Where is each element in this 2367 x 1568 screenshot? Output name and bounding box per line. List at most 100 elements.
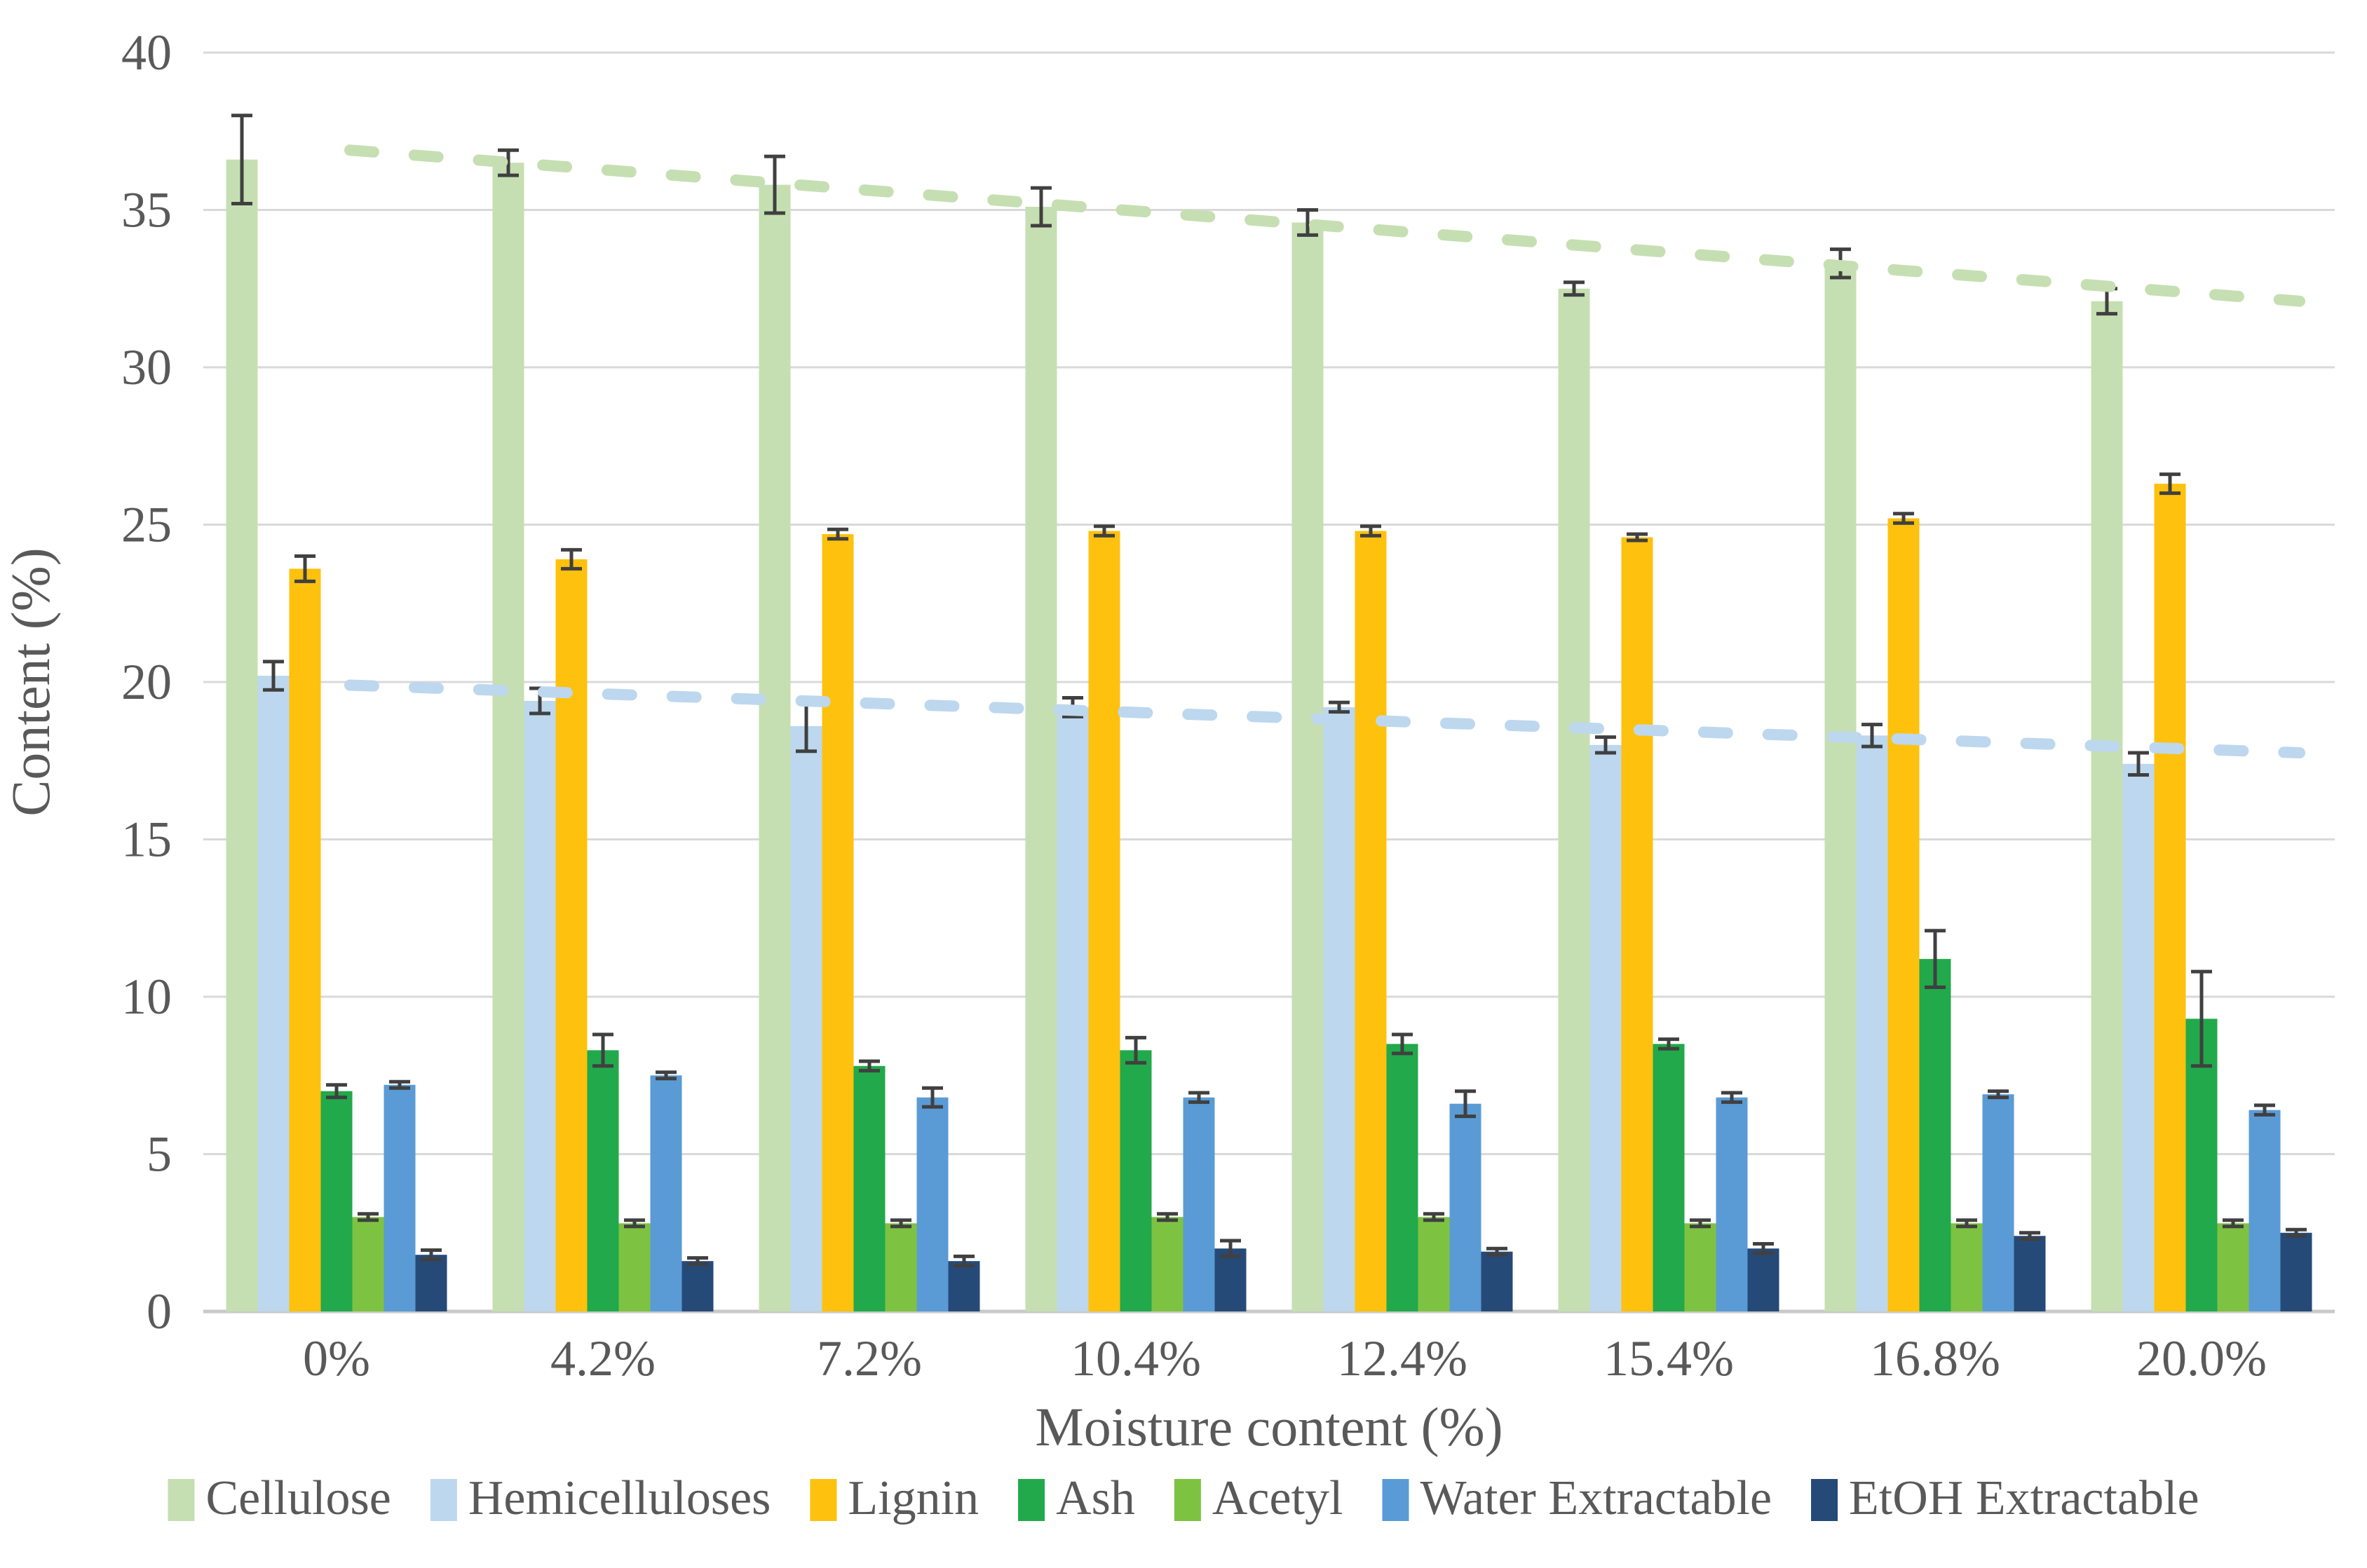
y-tick-label-35: 35 — [121, 182, 172, 238]
bar-lignin-12-4 — [1355, 531, 1387, 1311]
bar-ash-10-4 — [1120, 1050, 1152, 1311]
error-bars — [231, 114, 2307, 1268]
error-bar-water-extractable-0 — [389, 1079, 410, 1090]
error-bar-ash-12-4 — [1392, 1032, 1413, 1056]
error-bar-lignin-16-8 — [1893, 512, 1914, 525]
error-bar-acetyl-0 — [358, 1212, 379, 1222]
bar-etoh-extractable-10-4 — [1214, 1248, 1247, 1311]
bar-acetyl-12-4 — [1418, 1217, 1450, 1311]
legend-label-etoh-extractable: EtOH Extractable — [1849, 1471, 2199, 1525]
bar-series-groups — [226, 159, 2312, 1312]
error-bar-ash-20-0 — [2191, 969, 2212, 1068]
error-bar-acetyl-12-4 — [1423, 1212, 1444, 1222]
bar-ash-4-2 — [587, 1050, 619, 1311]
x-category-label-0: 0% — [303, 1330, 370, 1386]
legend-label-acetyl: Acetyl — [1212, 1471, 1343, 1525]
legend-swatch-cellulose — [168, 1479, 195, 1521]
x-axis-title: Moisture content (%) — [1035, 1396, 1503, 1457]
bar-etoh-extractable-4-2 — [681, 1261, 714, 1311]
bar-cellulose-16-8 — [1824, 263, 1857, 1312]
bar-acetyl-10-4 — [1151, 1217, 1184, 1311]
bar-cellulose-15-4 — [1558, 288, 1590, 1311]
x-category-label-7-2: 7.2% — [817, 1330, 922, 1386]
error-bar-hemicelluloses-0 — [263, 660, 284, 692]
bar-lignin-4-2 — [555, 559, 588, 1311]
bar-etoh-extractable-20-0 — [2280, 1232, 2312, 1311]
x-category-label-20-0: 20.0% — [2136, 1330, 2267, 1386]
bar-water-extractable-16-8 — [1982, 1094, 2014, 1311]
bar-water-extractable-4-2 — [650, 1075, 682, 1311]
y-tick-label-30: 30 — [121, 339, 172, 395]
error-bar-lignin-0 — [294, 554, 316, 583]
legend-item-cellulose: Cellulose — [168, 1471, 391, 1525]
legend-item-acetyl: Acetyl — [1174, 1471, 1343, 1525]
bar-ash-0 — [320, 1091, 353, 1311]
y-tick-label-5: 5 — [147, 1126, 172, 1182]
bar-hemicelluloses-20-0 — [2122, 763, 2155, 1311]
legend-item-lignin: Lignin — [810, 1471, 979, 1525]
error-bar-cellulose-12-4 — [1297, 208, 1318, 237]
bar-etoh-extractable-12-4 — [1481, 1251, 1513, 1311]
bar-cellulose-12-4 — [1291, 222, 1324, 1312]
error-bar-ash-16-8 — [1925, 929, 1946, 990]
bar-etoh-extractable-0 — [415, 1255, 447, 1311]
bar-ash-15-4 — [1653, 1044, 1685, 1311]
bar-lignin-10-4 — [1088, 531, 1120, 1311]
bar-ash-12-4 — [1386, 1044, 1418, 1311]
error-bar-etoh-extractable-20-0 — [2286, 1227, 2307, 1238]
x-category-label-16-8: 16.8% — [1870, 1330, 2000, 1386]
error-bar-etoh-extractable-15-4 — [1753, 1241, 1774, 1255]
bar-hemicelluloses-10-4 — [1057, 707, 1089, 1311]
bar-water-extractable-7-2 — [916, 1097, 949, 1311]
bar-ash-16-8 — [1919, 959, 1951, 1311]
legend-label-hemicelluloses: Hemicelluloses — [468, 1471, 771, 1525]
bar-lignin-0 — [289, 568, 321, 1311]
bar-water-extractable-12-4 — [1449, 1103, 1481, 1311]
error-bar-lignin-4-2 — [561, 547, 582, 571]
x-category-label-10-4: 10.4% — [1071, 1330, 1201, 1386]
bar-water-extractable-15-4 — [1716, 1097, 1748, 1311]
bar-ash-7-2 — [853, 1065, 886, 1311]
error-bar-water-extractable-4-2 — [656, 1070, 677, 1081]
error-bar-hemicelluloses-15-4 — [1595, 735, 1616, 755]
legend-swatch-hemicelluloses — [430, 1479, 457, 1521]
legend-swatch-water-extractable — [1382, 1479, 1409, 1521]
bar-cellulose-7-2 — [759, 184, 791, 1312]
legend: Cellulose Hemicelluloses Lignin Ash Acetyl Wa… — [168, 1471, 2199, 1525]
error-bar-acetyl-16-8 — [1956, 1218, 1977, 1229]
bar-lignin-7-2 — [822, 533, 854, 1311]
error-bar-acetyl-7-2 — [890, 1218, 911, 1229]
legend-item-hemicelluloses: Hemicelluloses — [430, 1471, 771, 1525]
error-bar-ash-0 — [326, 1083, 347, 1100]
y-tick-label-25: 25 — [121, 497, 172, 553]
error-bar-water-extractable-20-0 — [2254, 1103, 2275, 1117]
bar-hemicelluloses-15-4 — [1589, 744, 1622, 1311]
legend-label-cellulose: Cellulose — [205, 1471, 391, 1525]
bar-water-extractable-0 — [384, 1084, 416, 1311]
bar-cellulose-0 — [226, 159, 258, 1311]
error-bar-cellulose-4-2 — [498, 148, 519, 177]
trendlines — [344, 144, 2305, 759]
bar-etoh-extractable-7-2 — [948, 1261, 980, 1311]
bar-water-extractable-20-0 — [2249, 1110, 2281, 1311]
y-tick-label-20: 20 — [121, 654, 172, 710]
error-bar-ash-7-2 — [859, 1059, 880, 1073]
x-category-label-15-4: 15.4% — [1603, 1330, 1734, 1386]
error-bar-etoh-extractable-12-4 — [1486, 1246, 1507, 1257]
x-category-label-12-4: 12.4% — [1337, 1330, 1467, 1386]
bar-lignin-16-8 — [1887, 518, 1920, 1311]
y-axis-tick-labels: 0 5 10 15 20 25 30 35 40 — [121, 25, 172, 1339]
y-tick-label-0: 0 — [147, 1283, 172, 1339]
error-bar-hemicelluloses-20-0 — [2128, 751, 2149, 777]
error-bar-lignin-15-4 — [1627, 532, 1648, 543]
y-tick-label-15: 15 — [121, 812, 172, 868]
legend-label-lignin: Lignin — [848, 1471, 979, 1525]
legend-label-ash: Ash — [1056, 1471, 1135, 1525]
bar-acetyl-16-8 — [1951, 1223, 1983, 1311]
legend-swatch-lignin — [810, 1479, 837, 1521]
legend-label-water-extractable: Water Extractable — [1420, 1471, 1772, 1525]
error-bar-hemicelluloses-16-8 — [1861, 723, 1883, 749]
legend-item-ash: Ash — [1018, 1471, 1135, 1525]
error-bar-etoh-extractable-4-2 — [687, 1256, 708, 1267]
